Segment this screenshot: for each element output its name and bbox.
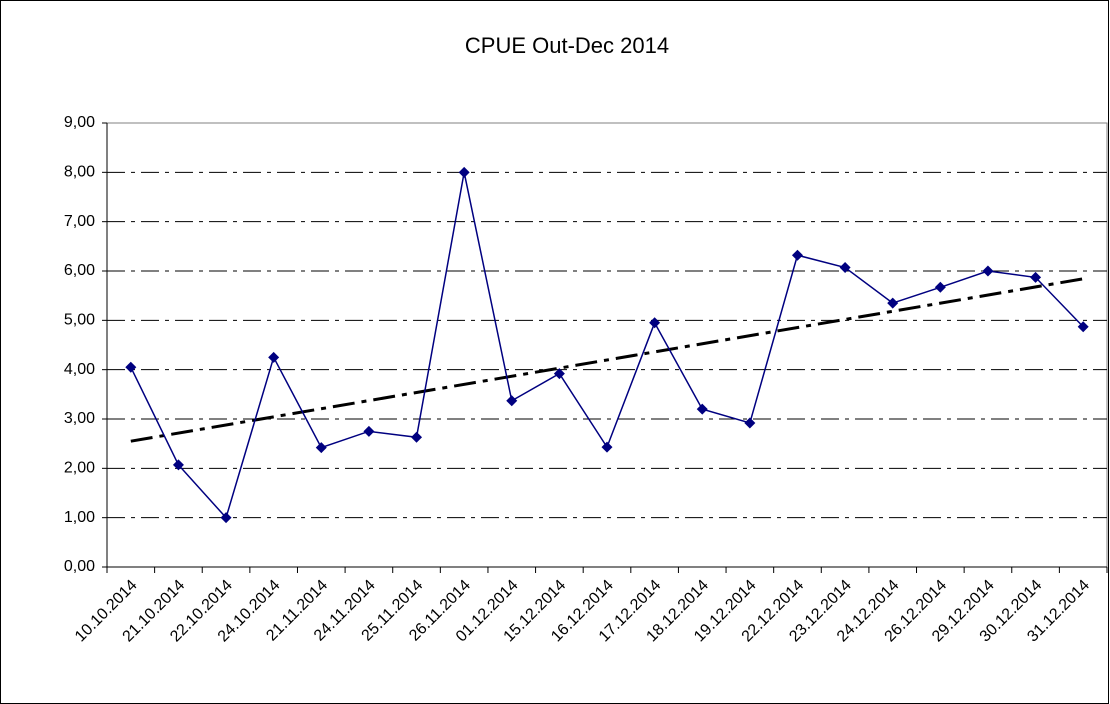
data-point: [744, 417, 756, 429]
data-point: [506, 395, 518, 407]
y-tick-label: 3,00: [64, 410, 95, 427]
data-point: [1077, 321, 1089, 333]
data-point: [172, 459, 184, 471]
y-tick-label: 5,00: [64, 312, 95, 329]
data-point: [887, 297, 899, 309]
data-point: [1030, 271, 1042, 283]
data-point: [268, 351, 280, 363]
data-point: [220, 512, 232, 524]
y-tick-label: 8,00: [64, 164, 95, 181]
data-point: [553, 368, 565, 380]
data-point: [125, 361, 137, 373]
trendline: [130, 277, 1084, 443]
data-point: [363, 425, 375, 437]
data-point: [839, 262, 851, 274]
y-tick-label: 2,00: [64, 460, 95, 477]
data-point: [791, 249, 803, 261]
data-point: [315, 442, 327, 454]
data-point: [458, 166, 470, 178]
data-point: [934, 281, 946, 293]
y-tick-label: 1,00: [64, 509, 95, 526]
y-tick-label: 4,00: [64, 361, 95, 378]
data-point: [411, 431, 423, 443]
data-point: [601, 441, 613, 453]
y-tick-label: 6,00: [64, 262, 95, 279]
data-point: [649, 317, 661, 329]
data-point: [982, 265, 994, 277]
y-tick-label: 0,00: [64, 558, 95, 575]
y-tick-label: 7,00: [64, 213, 95, 230]
data-point: [696, 403, 708, 415]
y-tick-label: 9,00: [64, 114, 95, 131]
chart-title: CPUE Out-Dec 2014: [465, 33, 669, 58]
